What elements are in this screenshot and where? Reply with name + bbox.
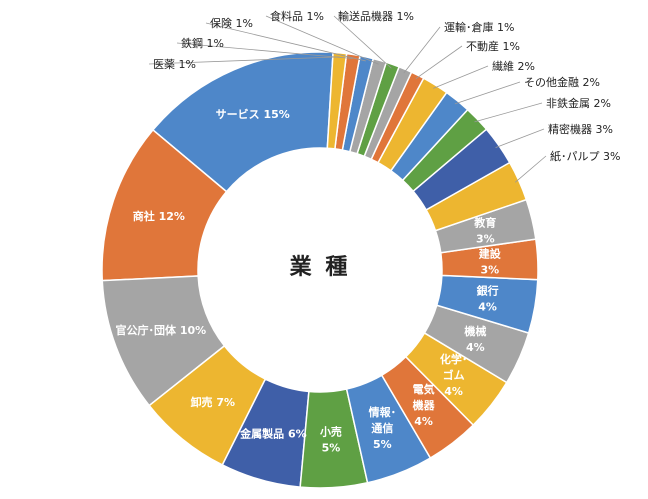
slice-保険-leader-line <box>205 22 366 62</box>
chart-title: 業 種 <box>290 255 351 280</box>
slice-精密機器-label: 精密機器 3% <box>548 122 613 136</box>
slice-繊維-label: 繊維 2% <box>492 60 535 73</box>
slice-商社-label: 商社 12% <box>133 209 185 223</box>
slice-運輸-倉庫-label: 運輸･倉庫 1% <box>444 20 514 34</box>
slice-紙-パルプ-leader-line <box>514 155 547 183</box>
slice-小売-label: 小売 5% <box>319 425 342 455</box>
slice-非鉄金属-leader-line <box>474 102 543 123</box>
slice-輸送品機器-leader-line <box>333 15 392 69</box>
labels-group: サービス 15% 商社 12% 官公庁･団体 10% 卸売 7% 金属製品 6% 小売 5%… <box>116 9 621 455</box>
slice-食料品-leader-line <box>265 15 379 65</box>
slice-電気機器-label: 電気機器 4% <box>413 382 436 428</box>
slice-機械-label: 機械 4% <box>464 324 486 354</box>
slice-金属製品-label: 金属製品 6% <box>239 426 307 440</box>
slice-輸送品機器-label: 輸送品機器 1% <box>338 9 414 23</box>
slice-不動産-leader-line <box>415 45 463 79</box>
slice-保険-label: 保険 1% <box>210 16 253 30</box>
slice-建設-label: 建設 3% <box>479 247 502 277</box>
slice-その他金融-label: その他金融 2% <box>524 75 600 89</box>
slice-情報-通信-label: 情報･通信 5% <box>369 405 397 451</box>
slice-鉄鋼-label: 鉄鋼 1% <box>181 36 224 50</box>
slices-group <box>101 51 539 489</box>
slice-医薬 <box>326 51 348 150</box>
slice-教育-label: 教育 3% <box>473 215 496 245</box>
slice-銀行-label: 銀行 4% <box>477 284 499 314</box>
slice-繊維-leader-line <box>433 65 489 89</box>
slice-卸売-label: 卸売 7% <box>191 395 236 409</box>
slice-医薬-leader-line <box>148 56 340 65</box>
slice-食料品-label: 食料品 1% <box>270 9 324 23</box>
slice-化学-ゴム-label: 化学･ゴム 4% <box>440 352 468 398</box>
slice-運輸-倉庫-leader-line <box>403 26 441 74</box>
slice-非鉄金属-label: 非鉄金属 2% <box>546 96 611 110</box>
slice-その他金融-leader-line <box>454 81 521 105</box>
slice-鉄鋼-leader-line <box>176 42 353 59</box>
slice-紙-パルプ-label: 紙･パルプ 3% <box>550 149 620 163</box>
slice-医薬-label: 医薬 1% <box>153 58 196 71</box>
slice-サービス-label: サービス 15% <box>216 107 290 121</box>
slice-官公庁-団体-label: 官公庁･団体 10% <box>116 323 207 337</box>
slice-不動産-label: 不動産 1% <box>466 39 520 53</box>
slice-精密機器-leader-line <box>495 128 545 148</box>
